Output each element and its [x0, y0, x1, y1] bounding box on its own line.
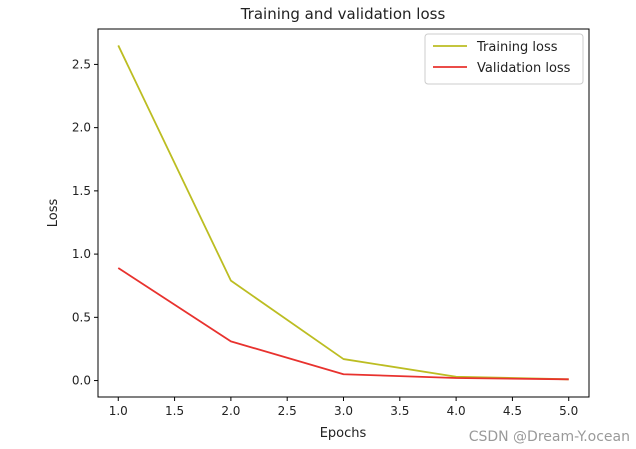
- y-axis-label: Loss: [46, 199, 61, 228]
- y-tick-label: 0.5: [72, 310, 91, 324]
- plot-area: [97, 28, 590, 398]
- x-axis-label: Epochs: [320, 426, 367, 441]
- x-tick-label: 3.0: [334, 404, 353, 418]
- y-axis: 0.0 0.5 1.0 1.5 2.0 2.5: [72, 57, 98, 388]
- x-tick-label: 4.0: [447, 404, 466, 418]
- chart-title: Training and validation loss: [240, 5, 446, 23]
- legend-label: Validation loss: [477, 61, 571, 76]
- x-tick-label: 1.0: [109, 404, 128, 418]
- series-group: [117, 45, 569, 381]
- y-tick-label: 1.5: [72, 184, 91, 198]
- x-tick-label: 4.5: [503, 404, 522, 418]
- x-tick-label: 1.5: [165, 404, 184, 418]
- x-axis: 1.0 1.5 2.0 2.5 3.0 3.5 4.0 4.5 5.0: [109, 397, 578, 418]
- x-tick-label: 3.5: [390, 404, 409, 418]
- y-tick-label: 0.0: [72, 374, 91, 388]
- legend-label: Training loss: [476, 40, 558, 55]
- y-tick-label: 2.0: [72, 121, 91, 135]
- watermark: CSDN @Dream-Y.ocean: [469, 429, 630, 445]
- series-line-validation-loss: [117, 267, 569, 381]
- x-tick-label: 5.0: [559, 404, 578, 418]
- legend: Training loss Validation loss: [424, 33, 584, 85]
- y-tick-label: 1.0: [72, 247, 91, 261]
- x-tick-label: 2.5: [278, 404, 297, 418]
- x-tick-label: 2.0: [221, 404, 240, 418]
- y-tick-label: 2.5: [72, 57, 91, 71]
